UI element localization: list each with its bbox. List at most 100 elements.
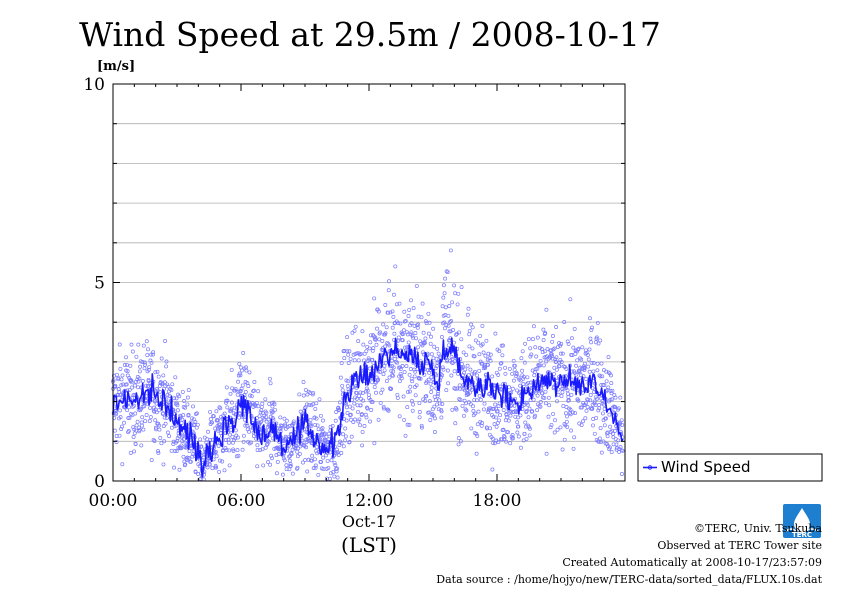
scatter-point xyxy=(497,366,502,371)
scatter-point xyxy=(607,412,612,417)
scatter-point xyxy=(600,399,605,404)
scatter-point xyxy=(347,404,352,409)
scatter-point xyxy=(152,439,157,443)
scatter-point xyxy=(324,434,329,439)
scatter-point xyxy=(318,413,323,418)
scatter-point xyxy=(564,366,569,371)
scatter-point xyxy=(483,365,488,370)
scatter-point xyxy=(576,398,581,403)
scatter-point xyxy=(156,374,161,379)
scatter-point xyxy=(414,283,419,288)
scatter-point xyxy=(413,393,418,398)
scatter-point xyxy=(510,386,515,391)
scatter-point xyxy=(340,383,345,388)
scatter-point xyxy=(533,413,537,418)
scatter-point xyxy=(452,283,457,288)
y-tick-label: 0 xyxy=(94,472,105,492)
scatter-point xyxy=(410,335,415,340)
scatter-point xyxy=(386,310,391,315)
scatter-point xyxy=(604,369,609,374)
scatter-point xyxy=(120,424,124,429)
scatter-point xyxy=(125,369,130,374)
scatter-point xyxy=(282,416,287,421)
scatter-point xyxy=(180,389,185,394)
scatter-point xyxy=(478,333,483,338)
scatter-point xyxy=(472,397,477,402)
scatter-point xyxy=(240,383,245,388)
scatter-point xyxy=(351,352,356,357)
scatter-point xyxy=(414,383,419,388)
scatter-point xyxy=(148,415,153,420)
scatter-point xyxy=(287,458,292,463)
scatter-point xyxy=(368,340,373,345)
scatter-point xyxy=(585,353,590,357)
scatter-point xyxy=(429,385,434,390)
scatter-point xyxy=(537,345,542,350)
scatter-point xyxy=(461,413,466,418)
scatter-point xyxy=(527,426,532,431)
scatter-point xyxy=(368,419,372,424)
scatter-point xyxy=(163,339,168,343)
scatter-point xyxy=(127,415,132,420)
scatter-point xyxy=(269,453,274,458)
scatter-point xyxy=(599,361,604,366)
scatter-point xyxy=(214,409,219,414)
scatter-point xyxy=(413,369,418,374)
scatter-point xyxy=(291,419,296,424)
scatter-point xyxy=(379,390,384,395)
scatter-point xyxy=(501,427,506,432)
x-tick-label: 12:00 xyxy=(345,491,394,511)
scatter-point xyxy=(133,383,137,388)
scatter-point xyxy=(510,371,515,376)
scatter-point xyxy=(609,381,614,386)
scatter-point xyxy=(566,341,571,346)
scatter-point xyxy=(376,417,381,422)
scatter-point xyxy=(283,422,288,427)
scatter-point xyxy=(565,414,569,419)
scatter-point xyxy=(597,406,602,411)
scatter-point xyxy=(435,394,440,399)
scatter-point xyxy=(213,450,218,454)
scatter-point xyxy=(512,363,517,368)
scatter-point xyxy=(353,324,358,329)
scatter-point xyxy=(477,368,482,373)
scatter-point xyxy=(455,386,460,391)
scatter-point xyxy=(361,342,366,347)
scatter-point xyxy=(535,366,540,371)
scatter-point xyxy=(141,427,146,432)
scatter-point xyxy=(131,403,136,408)
scatter-point xyxy=(165,430,170,435)
scatter-point xyxy=(595,368,600,373)
scatter-point xyxy=(313,422,318,427)
scatter-point xyxy=(503,371,508,376)
scatter-point xyxy=(372,385,377,389)
scatter-point xyxy=(600,374,605,379)
scatter-point xyxy=(428,418,433,422)
scatter-point xyxy=(594,335,599,340)
scatter-point xyxy=(572,326,577,331)
scatter-point xyxy=(381,406,386,411)
scatter-point xyxy=(482,407,486,412)
scatter-point xyxy=(506,418,511,423)
scatter-point xyxy=(336,452,341,457)
scatter-point xyxy=(586,357,591,362)
scatter-point xyxy=(523,341,528,346)
scatter-point xyxy=(181,413,186,418)
scatter-point xyxy=(480,342,485,347)
y-axis-ticks: 0 5 10 xyxy=(83,75,625,492)
scatter-point xyxy=(223,438,228,442)
scatter-point xyxy=(177,394,182,399)
scatter-point xyxy=(357,417,362,422)
scatter-point xyxy=(343,438,347,443)
scatter-point xyxy=(582,367,587,372)
scatter-point xyxy=(474,431,479,436)
scatter-point xyxy=(229,367,234,372)
scatter-point xyxy=(596,439,601,444)
scatter-point xyxy=(395,395,400,400)
scatter-point xyxy=(228,391,233,396)
scatter-point xyxy=(475,373,480,378)
scatter-point xyxy=(620,448,625,453)
scatter-point xyxy=(380,387,385,392)
scatter-point xyxy=(190,416,194,421)
scatter-point xyxy=(619,472,624,476)
